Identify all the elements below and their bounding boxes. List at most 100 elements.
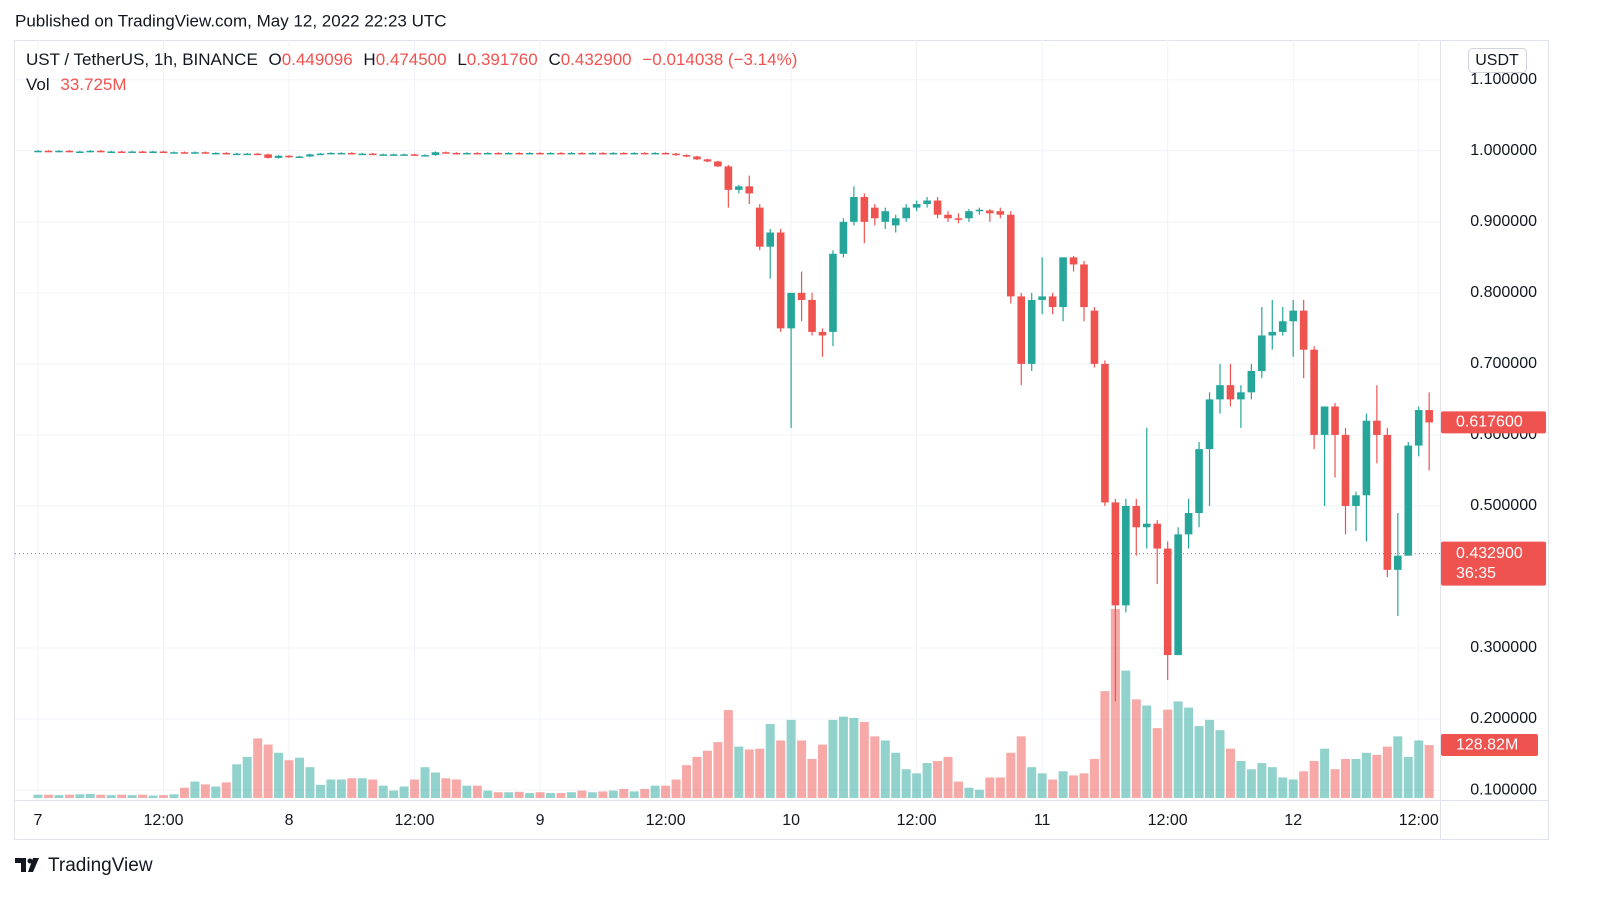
currency-badge[interactable] xyxy=(1468,48,1527,73)
candle-body xyxy=(1331,406,1339,435)
candle-body xyxy=(1017,296,1026,364)
candle-body xyxy=(452,152,461,155)
volume-bar xyxy=(577,790,587,798)
candle-body xyxy=(1059,257,1067,308)
last-price-badge xyxy=(1441,411,1546,434)
volume-bar xyxy=(682,765,692,798)
candle-body xyxy=(149,151,157,154)
candle-body xyxy=(1038,296,1046,300)
volume-bar xyxy=(1184,707,1194,798)
volume-bar xyxy=(1058,771,1068,798)
candle-body xyxy=(766,232,774,247)
candle-body xyxy=(996,211,1005,215)
candle-body xyxy=(672,153,680,156)
volume-bar xyxy=(943,756,953,798)
volume-bar xyxy=(1236,761,1246,798)
volume-bar xyxy=(671,779,681,798)
candle-body xyxy=(525,152,534,155)
y-tick-label: 0.300000 xyxy=(1470,639,1537,656)
volume-bar xyxy=(964,787,974,798)
volume-bar xyxy=(922,763,932,798)
candle-body xyxy=(1142,523,1151,528)
volume-bar xyxy=(190,781,200,798)
volume-bar xyxy=(504,792,514,798)
candle-body xyxy=(96,150,105,153)
volume-bar xyxy=(546,793,556,798)
volume-bar xyxy=(1320,748,1330,798)
volume-bar xyxy=(106,795,116,798)
candle-body xyxy=(1090,310,1099,364)
candle-body xyxy=(1006,214,1015,297)
volume-bar xyxy=(702,750,712,798)
candle-body xyxy=(473,152,482,155)
volume-bar xyxy=(870,736,880,798)
candle-body xyxy=(839,221,848,254)
y-tick-label: 0.700000 xyxy=(1470,355,1537,372)
low-key: L xyxy=(457,50,466,69)
volume-bar xyxy=(368,779,378,798)
candle-body xyxy=(253,153,262,156)
candle-body xyxy=(609,152,618,155)
candle-body xyxy=(1258,335,1266,371)
candle-body xyxy=(421,155,429,157)
volume-bar xyxy=(1330,769,1340,798)
candle-body xyxy=(1101,363,1109,503)
high-key: H xyxy=(363,50,375,69)
candle-body xyxy=(327,152,335,155)
x-tick-label: 12 xyxy=(1284,812,1302,829)
volume-bar xyxy=(1424,745,1434,798)
candle-body xyxy=(578,152,586,155)
candle-body xyxy=(494,152,503,155)
volume-bar xyxy=(1372,754,1382,798)
volume-bar xyxy=(1110,608,1120,798)
candle-body xyxy=(923,200,931,205)
candle-body xyxy=(1132,505,1141,528)
volume-bar xyxy=(755,748,765,798)
candle-body xyxy=(661,152,670,155)
x-tick-label: 12:00 xyxy=(897,812,937,829)
volume-bar xyxy=(1215,730,1225,798)
volume-bar xyxy=(1194,726,1204,798)
volume-bar xyxy=(54,795,64,798)
countdown-label: 36:35 xyxy=(1456,565,1496,582)
candle-body xyxy=(410,154,419,156)
volume-bar xyxy=(995,777,1005,798)
candle-body xyxy=(797,292,806,300)
volume-bar xyxy=(849,717,859,798)
high-value: 0.474500 xyxy=(376,50,447,69)
volume-bar xyxy=(1246,769,1256,798)
candle-body xyxy=(693,156,701,160)
candle-body xyxy=(776,232,785,329)
candle-body xyxy=(400,154,408,156)
close-value: 0.432900 xyxy=(561,50,632,69)
volume-bar xyxy=(1225,748,1235,798)
candle-body xyxy=(201,152,210,154)
candle-body xyxy=(755,207,764,247)
volume-bar xyxy=(347,778,357,798)
volume-bar xyxy=(1027,767,1037,798)
candle-body xyxy=(1299,310,1308,350)
volume-bar xyxy=(1006,752,1016,798)
volume-bar xyxy=(514,791,524,798)
volume-bar xyxy=(535,792,545,798)
candle-body xyxy=(463,152,471,155)
candle-body xyxy=(212,152,220,155)
candle-body xyxy=(735,186,743,190)
candle-body xyxy=(107,151,116,154)
volume-bar xyxy=(1351,758,1361,798)
volume-bar xyxy=(1079,773,1089,798)
volume-bar xyxy=(1069,775,1079,798)
change-value: −0.014038 (−3.14%) xyxy=(642,50,797,69)
candle-body xyxy=(1310,349,1318,435)
volume-bar xyxy=(1361,752,1371,798)
candle-body xyxy=(243,153,251,156)
candle-body xyxy=(912,204,921,208)
volume-bar xyxy=(786,719,796,798)
volume-bar xyxy=(232,764,242,798)
volume-bar xyxy=(525,793,535,798)
candle-body xyxy=(1247,370,1256,393)
volume-bar xyxy=(1142,705,1152,798)
candle-body xyxy=(1278,321,1287,332)
volume-bar xyxy=(650,785,660,798)
candle-body xyxy=(295,156,304,158)
